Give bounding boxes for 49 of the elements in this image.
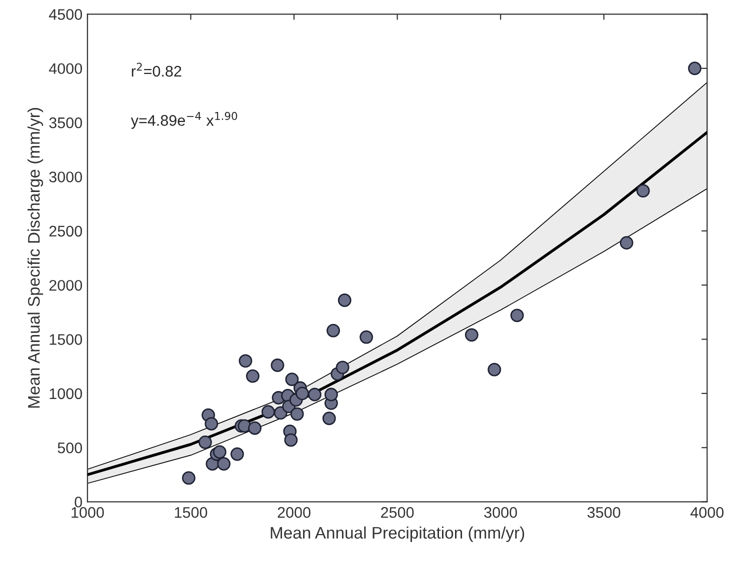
point <box>230 447 244 461</box>
point <box>336 360 350 374</box>
annotation: r$^{2}$=0.82 <box>132 62 182 77</box>
x-tick-label: 3500 <box>587 507 620 518</box>
point <box>182 471 196 485</box>
x-tick-label: 4000 <box>690 507 724 518</box>
point <box>198 435 212 449</box>
point <box>238 354 252 368</box>
point <box>284 433 298 447</box>
point <box>204 417 218 430</box>
point <box>308 388 322 402</box>
x-tick-label: 2500 <box>381 507 414 518</box>
point <box>248 421 262 435</box>
y-tick-label: 500 <box>58 442 82 454</box>
x-axis-title: Mean Annual Precipitation (mm/yr) <box>270 526 524 542</box>
point <box>217 457 231 471</box>
y-axis-title: Mean Annual Specific Discharge (mm/yr) <box>28 108 44 408</box>
x-tick-label: 3000 <box>484 507 517 518</box>
y-tick-label: 4500 <box>48 9 82 20</box>
x-tick-label: 1500 <box>174 507 208 518</box>
point <box>326 324 340 338</box>
point <box>322 412 336 426</box>
y-tick-label: 1000 <box>50 388 82 400</box>
point <box>488 362 502 376</box>
y-tick-label: 4000 <box>48 63 82 74</box>
point <box>270 358 284 372</box>
point <box>324 388 338 402</box>
point <box>360 330 374 344</box>
annotation: y=4.89e$^{−4}$ x$^{1.90}$ <box>130 112 238 129</box>
y-tick-label: 2000 <box>49 280 82 291</box>
point <box>246 369 260 383</box>
point <box>636 184 650 198</box>
point <box>464 328 478 342</box>
point <box>285 372 299 386</box>
y-tick-label: 3500 <box>49 117 82 128</box>
point <box>290 407 304 421</box>
x-tick-label: 2000 <box>278 507 310 518</box>
point <box>338 294 352 307</box>
point <box>212 445 226 459</box>
y-tick-label: 3000 <box>49 172 82 182</box>
point <box>262 405 275 419</box>
point <box>510 308 524 322</box>
point <box>620 236 634 250</box>
point <box>296 386 309 400</box>
y-tick-label: 1500 <box>50 334 82 345</box>
y-tick-label: 2500 <box>49 226 82 237</box>
point <box>688 62 702 76</box>
x-tick-label: 1000 <box>72 507 104 518</box>
y-tick-label: 0 <box>74 496 82 508</box>
